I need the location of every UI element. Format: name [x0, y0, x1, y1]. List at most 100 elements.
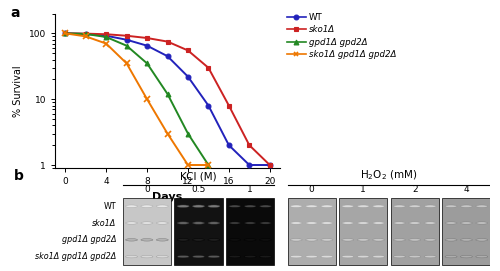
- Circle shape: [409, 238, 421, 241]
- Circle shape: [208, 222, 220, 224]
- Circle shape: [229, 238, 241, 241]
- Circle shape: [342, 255, 354, 258]
- Circle shape: [372, 205, 384, 208]
- Circle shape: [424, 255, 436, 258]
- Circle shape: [476, 205, 488, 208]
- Circle shape: [141, 205, 153, 208]
- Text: 1: 1: [360, 185, 366, 194]
- Text: H$_2$O$_2$ (mM): H$_2$O$_2$ (mM): [360, 168, 418, 182]
- Text: 1: 1: [248, 185, 253, 194]
- Circle shape: [424, 238, 436, 241]
- Circle shape: [321, 205, 333, 208]
- Circle shape: [476, 238, 488, 241]
- Circle shape: [357, 205, 369, 208]
- Circle shape: [126, 255, 138, 258]
- Circle shape: [260, 222, 272, 224]
- Circle shape: [394, 238, 406, 241]
- Text: a: a: [10, 6, 20, 20]
- Bar: [174, 198, 222, 264]
- Circle shape: [409, 205, 421, 208]
- Text: b: b: [14, 169, 24, 183]
- Circle shape: [357, 238, 369, 241]
- Bar: [123, 198, 171, 264]
- Bar: [226, 198, 274, 264]
- Circle shape: [229, 205, 241, 208]
- Text: 2: 2: [412, 185, 418, 194]
- Circle shape: [192, 255, 204, 258]
- Circle shape: [229, 222, 241, 224]
- Circle shape: [141, 222, 153, 224]
- Circle shape: [306, 205, 318, 208]
- Circle shape: [126, 238, 138, 241]
- Circle shape: [208, 238, 220, 241]
- Circle shape: [394, 255, 406, 258]
- Legend: WT, sko1Δ, gpd1Δ gpd2Δ, sko1Δ gpd1Δ gpd2Δ: WT, sko1Δ, gpd1Δ gpd2Δ, sko1Δ gpd1Δ gpd2…: [286, 13, 397, 59]
- Text: 0.5: 0.5: [192, 185, 205, 194]
- Circle shape: [394, 205, 406, 208]
- Circle shape: [460, 238, 472, 241]
- Circle shape: [357, 222, 369, 224]
- Circle shape: [126, 205, 138, 208]
- Circle shape: [260, 205, 272, 208]
- Circle shape: [156, 205, 168, 208]
- Circle shape: [208, 205, 220, 208]
- Circle shape: [177, 205, 189, 208]
- Text: sko1Δ gpd1Δ gpd2Δ: sko1Δ gpd1Δ gpd2Δ: [35, 252, 116, 261]
- Circle shape: [244, 238, 256, 241]
- Bar: [442, 198, 490, 264]
- Circle shape: [156, 238, 168, 241]
- Circle shape: [244, 255, 256, 258]
- Circle shape: [229, 255, 241, 258]
- Circle shape: [192, 238, 204, 241]
- Circle shape: [476, 255, 488, 258]
- Circle shape: [424, 205, 436, 208]
- Circle shape: [244, 205, 256, 208]
- Circle shape: [192, 205, 204, 208]
- Circle shape: [372, 222, 384, 224]
- Circle shape: [192, 222, 204, 224]
- Circle shape: [445, 255, 457, 258]
- Circle shape: [290, 222, 302, 224]
- Circle shape: [342, 205, 354, 208]
- Circle shape: [208, 255, 220, 258]
- Circle shape: [306, 255, 318, 258]
- Y-axis label: % Survival: % Survival: [13, 65, 23, 117]
- Circle shape: [445, 238, 457, 241]
- Text: 0: 0: [144, 185, 150, 194]
- Circle shape: [306, 222, 318, 224]
- Circle shape: [141, 255, 153, 258]
- Circle shape: [177, 222, 189, 224]
- Circle shape: [290, 205, 302, 208]
- Circle shape: [424, 222, 436, 224]
- Circle shape: [445, 205, 457, 208]
- Circle shape: [321, 222, 333, 224]
- Circle shape: [141, 238, 153, 241]
- Text: 4: 4: [464, 185, 469, 194]
- Text: 0: 0: [308, 185, 314, 194]
- Circle shape: [177, 238, 189, 241]
- Circle shape: [244, 222, 256, 224]
- Circle shape: [445, 222, 457, 224]
- Bar: [339, 198, 387, 264]
- Circle shape: [476, 222, 488, 224]
- Circle shape: [306, 238, 318, 241]
- Circle shape: [409, 222, 421, 224]
- Bar: [391, 198, 439, 264]
- Circle shape: [342, 238, 354, 241]
- Circle shape: [372, 255, 384, 258]
- Circle shape: [460, 255, 472, 258]
- Text: sko1Δ: sko1Δ: [92, 218, 116, 228]
- Circle shape: [260, 238, 272, 241]
- X-axis label: Days: Days: [152, 192, 182, 202]
- Circle shape: [177, 255, 189, 258]
- Circle shape: [357, 255, 369, 258]
- Circle shape: [321, 238, 333, 241]
- Circle shape: [321, 255, 333, 258]
- Circle shape: [372, 238, 384, 241]
- Circle shape: [394, 222, 406, 224]
- Circle shape: [460, 222, 472, 224]
- Circle shape: [290, 255, 302, 258]
- Text: WT: WT: [104, 202, 116, 211]
- Text: gpd1Δ gpd2Δ: gpd1Δ gpd2Δ: [62, 235, 116, 244]
- Circle shape: [126, 222, 138, 224]
